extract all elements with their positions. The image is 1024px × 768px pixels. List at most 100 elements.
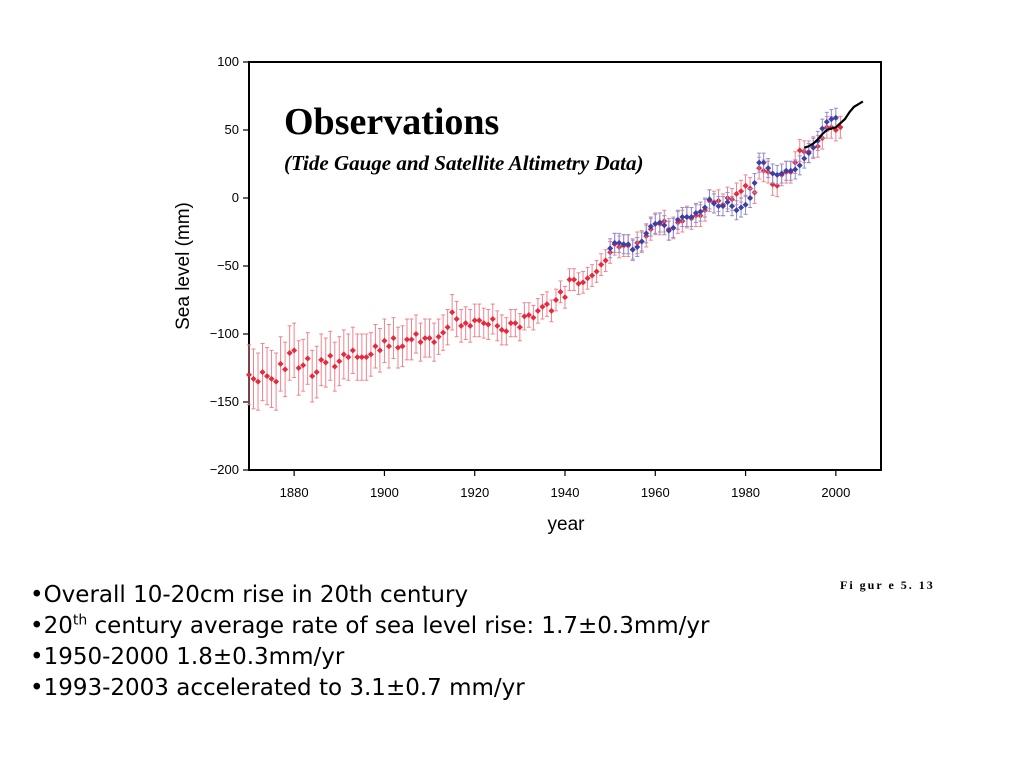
data-point bbox=[394, 344, 401, 351]
data-point bbox=[692, 209, 699, 216]
data-point bbox=[774, 171, 781, 178]
data-point bbox=[805, 150, 812, 157]
data-point bbox=[372, 343, 379, 350]
data-point bbox=[656, 219, 663, 226]
data-point bbox=[467, 322, 474, 329]
data-point bbox=[264, 373, 271, 380]
data-point bbox=[742, 201, 749, 208]
data-point bbox=[349, 347, 356, 354]
data-point bbox=[778, 170, 785, 177]
data-point bbox=[611, 239, 618, 246]
tide-gauge-series-blue bbox=[607, 107, 839, 260]
data-point bbox=[783, 167, 790, 174]
data-point bbox=[494, 322, 501, 329]
data-point bbox=[376, 347, 383, 354]
data-point bbox=[440, 329, 447, 336]
data-point bbox=[507, 320, 514, 327]
data-point bbox=[647, 223, 654, 230]
satellite-line bbox=[803, 100, 864, 149]
data-point bbox=[738, 204, 745, 211]
bullet-item: •20th century average rate of sea level … bbox=[30, 612, 710, 639]
data-point bbox=[593, 268, 600, 275]
data-point bbox=[363, 354, 370, 361]
y-tick-label: −150 bbox=[210, 394, 239, 409]
y-tick-label: −200 bbox=[210, 462, 239, 477]
data-point bbox=[625, 241, 632, 248]
data-point bbox=[652, 220, 659, 227]
data-point bbox=[291, 347, 298, 354]
data-point bbox=[399, 343, 406, 350]
data-point bbox=[404, 336, 410, 343]
data-point bbox=[557, 288, 564, 295]
data-point bbox=[471, 317, 478, 324]
data-point bbox=[629, 246, 636, 253]
data-point bbox=[620, 241, 627, 248]
data-point bbox=[787, 167, 794, 174]
y-tick-label: −100 bbox=[210, 326, 239, 341]
data-point bbox=[273, 378, 280, 385]
data-point bbox=[638, 238, 645, 245]
data-point bbox=[543, 301, 550, 308]
data-point bbox=[733, 207, 740, 214]
data-point bbox=[710, 200, 717, 207]
data-point bbox=[742, 182, 749, 189]
data-point bbox=[449, 309, 456, 316]
x-axis-label: year bbox=[548, 514, 586, 535]
data-point bbox=[340, 351, 347, 358]
data-point bbox=[408, 336, 415, 343]
x-tick-label: 1940 bbox=[551, 485, 580, 500]
data-point bbox=[250, 375, 257, 382]
data-point bbox=[286, 350, 293, 357]
y-axis-label: Sea level (mm) bbox=[173, 202, 194, 330]
x-axis-ticks: 1880 1900 1920 1940 1960 1980 2000 bbox=[280, 470, 850, 500]
data-point bbox=[246, 371, 252, 378]
y-tick-label: −50 bbox=[217, 258, 239, 273]
data-point bbox=[259, 369, 266, 376]
data-point bbox=[697, 208, 704, 215]
chart-subtitle: (Tide Gauge and Satellite Altimetry Data… bbox=[284, 151, 644, 175]
data-point bbox=[489, 316, 496, 323]
data-point bbox=[458, 322, 465, 329]
sea-level-chart: 100 50 0 −50 −100 −150 −200 1880 1900 1920 1940 19… bbox=[173, 54, 882, 535]
data-point bbox=[589, 272, 596, 279]
data-point bbox=[367, 351, 374, 358]
data-point bbox=[747, 195, 754, 201]
data-point bbox=[810, 144, 817, 151]
data-point bbox=[516, 324, 523, 331]
figure-label: Fi gur e 5. 13 bbox=[840, 578, 935, 592]
data-point bbox=[670, 224, 677, 231]
data-point bbox=[643, 230, 650, 237]
data-point bbox=[435, 333, 442, 340]
data-point bbox=[679, 214, 686, 221]
data-point bbox=[336, 358, 343, 365]
plot-frame bbox=[248, 61, 882, 471]
data-point bbox=[801, 155, 808, 162]
data-point bbox=[444, 324, 451, 331]
data-point bbox=[760, 159, 767, 166]
data-point bbox=[354, 354, 361, 361]
data-point bbox=[796, 162, 803, 169]
data-point bbox=[327, 352, 334, 359]
data-point bbox=[309, 373, 316, 380]
x-tick-label: 1980 bbox=[731, 485, 760, 500]
data-point bbox=[548, 307, 555, 314]
x-tick-label: 1920 bbox=[460, 485, 489, 500]
data-point bbox=[715, 203, 722, 210]
data-point bbox=[485, 321, 492, 328]
data-point bbox=[828, 116, 835, 123]
data-point bbox=[345, 354, 352, 361]
y-tick-label: 0 bbox=[232, 190, 239, 205]
data-point bbox=[661, 222, 668, 229]
data-point bbox=[756, 159, 763, 166]
x-tick-label: 2000 bbox=[821, 485, 850, 500]
summary-bullets: •Overall 10-20cm rise in 20th century •2… bbox=[30, 580, 710, 704]
data-point bbox=[738, 188, 745, 195]
data-point bbox=[431, 339, 438, 346]
data-point bbox=[390, 335, 397, 342]
bullet-item: •1993-2003 accelerated to 3.1±0.7 mm/yr bbox=[30, 675, 525, 701]
chart-title: Observations bbox=[284, 101, 499, 143]
data-point bbox=[530, 314, 537, 321]
data-point bbox=[607, 245, 614, 252]
data-point bbox=[724, 199, 731, 206]
data-point bbox=[295, 365, 302, 371]
